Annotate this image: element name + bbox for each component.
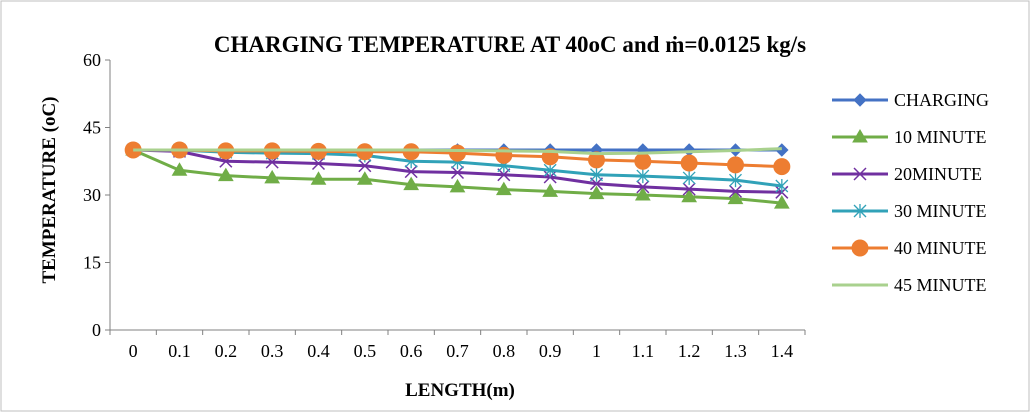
- data-point-10-minute: [356, 171, 373, 185]
- data-point-10-minute: [727, 190, 744, 205]
- data-point-30-minute: [636, 169, 650, 184]
- data-point-20minute: [404, 165, 418, 179]
- data-point-20minute-stroke: [311, 156, 326, 171]
- legend-swatch-marker: [853, 93, 867, 107]
- data-point-20minute: [636, 180, 650, 194]
- x-tick-label: 0.2: [215, 341, 238, 361]
- legend-label: 10 MINUTE: [894, 127, 987, 147]
- legend-label: 30 MINUTE: [894, 201, 987, 221]
- data-point-30-minute: [775, 179, 789, 193]
- data-point-40-minute: [680, 154, 698, 172]
- legend-swatch-marker: [853, 167, 867, 181]
- x-tick-label: 1.1: [632, 341, 655, 361]
- data-point-20minute: [450, 165, 465, 180]
- data-point-30-minute: [543, 163, 557, 178]
- data-point-10-minute: [403, 176, 420, 191]
- y-tick-label: 0: [92, 320, 101, 340]
- x-tick-label: 1.3: [724, 341, 747, 361]
- data-point-10-minute: [264, 169, 281, 184]
- data-point-40-minute: [402, 143, 420, 161]
- data-point-20minute-stroke: [589, 177, 604, 191]
- legend-swatch-marker-stroke: [853, 167, 867, 181]
- legend-entry-40-minute: 40 MINUTE: [832, 238, 987, 258]
- data-point-10-minute: [217, 167, 234, 182]
- x-tick-label: 0.5: [354, 341, 377, 361]
- data-point-10-minute: [773, 195, 790, 209]
- data-point-40-minute: [356, 143, 374, 161]
- y-axis-label: TEMPERATURE (oC): [39, 96, 60, 283]
- y-tick-label: 45: [83, 118, 101, 138]
- axes: 0 15 30 45 60 0 0.1 0.2 0.3 0.4 0.5 0.6 0.7 0.8 0.9 1 1.…: [83, 50, 806, 361]
- data-point-40-minute: [727, 156, 744, 174]
- legend-entry-30-minute: 30 MINUTE: [832, 201, 987, 221]
- data-point-10-minute: [542, 183, 559, 197]
- data-point-10-minute: [634, 187, 651, 201]
- chart-title: CHARGING TEMPERATURE AT 40oC and ṁ=0.012…: [214, 32, 806, 57]
- data-point-20minute-stroke: [728, 184, 743, 198]
- legend: CHARGING 10 MINUTE 20MINUTE 30 MINUTE 40 MIN…: [832, 90, 989, 295]
- x-tick-label: 0.1: [168, 341, 191, 361]
- series-10-minute: [125, 142, 790, 209]
- data-point-30-minute: [590, 167, 603, 182]
- x-tick-label: 0.8: [493, 341, 516, 361]
- legend-swatch-marker: [852, 129, 868, 143]
- data-point-20minute-stroke: [636, 180, 650, 194]
- legend-swatch-marker: [851, 239, 869, 257]
- data-point-20minute: [358, 159, 372, 173]
- data-point-40-minute: [634, 152, 652, 170]
- legend-label: 45 MINUTE: [894, 275, 987, 295]
- x-tick-label: 0.6: [400, 341, 423, 361]
- legend-label: CHARGING: [894, 90, 989, 110]
- data-point-10-minute: [171, 162, 188, 176]
- data-point-20minute: [728, 184, 743, 198]
- series-45-minute: [133, 147, 782, 156]
- x-axis-label: LENGTH(m): [405, 380, 515, 401]
- data-point-40-minute: [449, 144, 466, 162]
- data-point-20minute: [311, 156, 326, 171]
- x-tick-label: 0.3: [261, 341, 284, 361]
- series-layer: [124, 141, 791, 209]
- legend-entry-10-minute: 10 MINUTE: [832, 127, 987, 147]
- x-tick-label: 0.4: [307, 341, 330, 361]
- legend-entry-charging: CHARGING: [832, 90, 989, 110]
- data-point-20minute-stroke: [497, 168, 511, 182]
- y-tick-label: 15: [83, 253, 101, 273]
- data-point-20minute-stroke: [358, 159, 372, 173]
- data-point-10-minute: [449, 178, 466, 193]
- data-point-40-minute: [588, 151, 605, 169]
- data-point-10-minute: [495, 181, 512, 196]
- x-tick-label: 1: [592, 341, 601, 361]
- data-point-20minute: [497, 168, 511, 182]
- data-point-20minute-stroke: [404, 165, 418, 179]
- data-point-20minute-stroke: [682, 182, 696, 196]
- legend-entry-45-minute: 45 MINUTE: [832, 275, 987, 295]
- legend-label: 40 MINUTE: [894, 238, 987, 258]
- data-point-10-minute: [681, 188, 698, 203]
- x-tick-label: 0: [129, 341, 138, 361]
- y-tick-label: 60: [83, 50, 101, 70]
- legend-swatch-marker: [853, 204, 867, 218]
- data-point-10-minute: [310, 171, 327, 185]
- x-tick-label: 1.2: [678, 341, 701, 361]
- x-tick-label: 1.4: [771, 341, 794, 361]
- y-tick-label: 30: [83, 185, 101, 205]
- x-tick-label: 0.9: [539, 341, 562, 361]
- data-point-20minute-stroke: [450, 165, 465, 180]
- x-tick-label: 0.7: [446, 341, 469, 361]
- data-point-20minute: [682, 182, 696, 196]
- legend-entry-20minute: 20MINUTE: [832, 164, 982, 184]
- data-point-10-minute: [588, 185, 605, 200]
- data-point-20minute: [589, 177, 604, 191]
- legend-label: 20MINUTE: [894, 164, 982, 184]
- data-point-30-minute: [729, 173, 742, 188]
- series-line-45-minute: [133, 147, 782, 156]
- data-point-30-minute: [682, 170, 696, 185]
- data-point-40-minute: [773, 158, 791, 176]
